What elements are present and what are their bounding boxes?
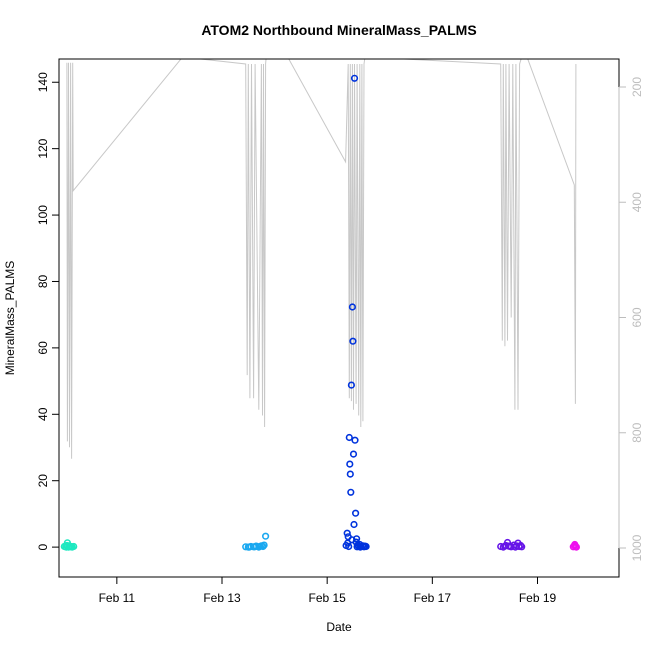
data-point [571,540,579,549]
data-point [262,532,270,540]
y-tick-label: 100 [36,205,50,225]
y-tick-label: 0 [36,543,50,550]
x-tick-label: Feb 19 [519,591,557,605]
data-point [256,542,264,551]
plot-frame [58,58,620,578]
data-point [347,381,356,389]
data-point [67,542,75,551]
y2-tick-label: 400 [630,192,644,212]
y2-tick-label: 1000 [630,534,644,561]
chart-title: ATOM2 Northbound MineralMass_PALMS [201,22,476,38]
data-point [70,542,78,551]
y2-tick-label: 600 [630,307,644,327]
data-point [347,488,355,496]
y2-tick-label: 200 [630,77,644,97]
x-tick-label: Feb 11 [99,591,136,605]
y-tick-label: 140 [36,72,50,92]
data-point [344,539,352,547]
altitude-line [66,59,577,459]
y2-axis: 200 400 600 800 1000 [618,77,644,561]
x-axis: Feb 11 Feb 13 Feb 15 Feb 17 Feb 19 [99,576,557,605]
data-point [349,450,358,458]
data-point [362,542,370,551]
data-point [350,74,359,82]
data-point [346,470,354,478]
data-point [351,436,359,444]
data-point [348,303,357,311]
data-point [352,509,360,517]
data-point [511,543,520,551]
data-point [345,433,353,442]
y-axis-label: MineralMass_PALMS [3,261,17,375]
altitude-trace-group [66,59,577,459]
x-tick-label: Feb 15 [308,591,346,605]
y-tick-label: 80 [36,274,50,288]
x-axis-label: Date [326,620,352,634]
y2-tick-label: 800 [630,422,644,442]
data-point [349,337,357,345]
data-point [343,529,351,537]
y-tick-label: 20 [36,474,50,488]
y-tick-label: 120 [36,138,50,158]
data-point [350,520,358,529]
data-point [353,535,361,543]
x-tick-label: Feb 17 [414,591,452,605]
y-tick-label: 40 [36,407,50,421]
data-point [260,541,268,549]
data-point [346,460,354,468]
x-tick-label: Feb 13 [203,591,241,605]
data-points-group [60,74,581,551]
data-point [353,543,361,551]
y-axis: 0 20 40 60 80 100 120 140 [36,72,60,550]
data-point [345,542,353,551]
y-tick-label: 60 [36,341,50,355]
